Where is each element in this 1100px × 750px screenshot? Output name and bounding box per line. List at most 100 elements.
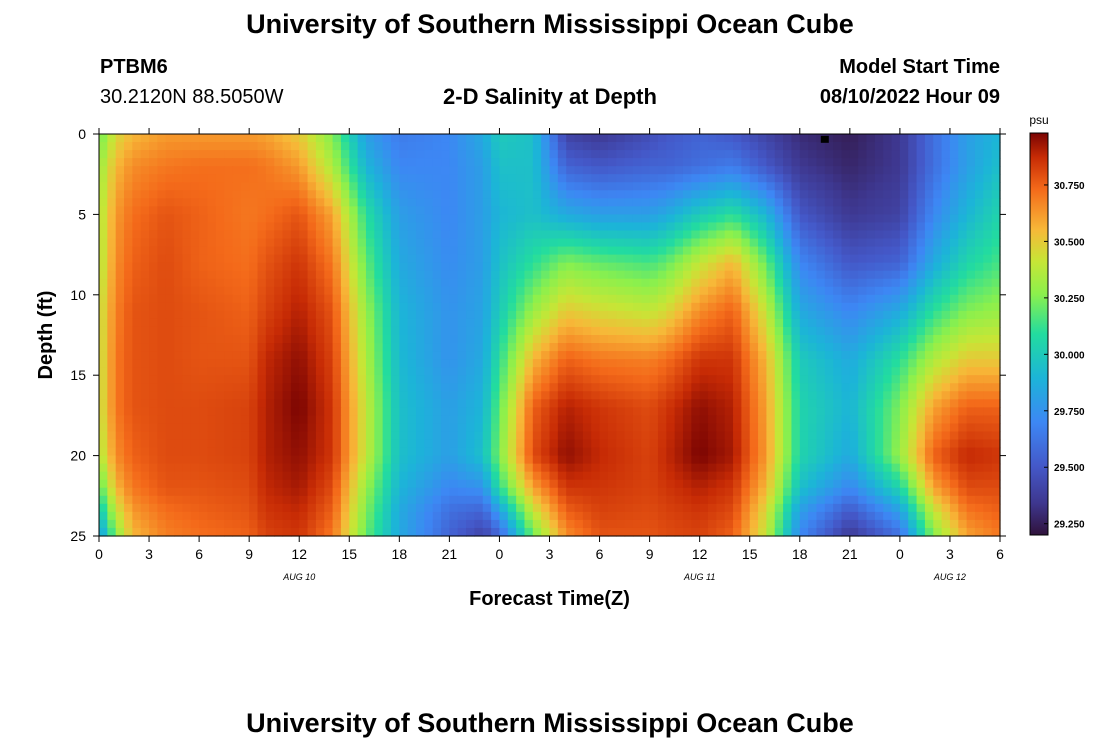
heatmap-cell bbox=[657, 431, 667, 441]
heatmap-cell bbox=[374, 447, 384, 457]
heatmap-cell bbox=[649, 447, 659, 457]
heatmap-cell bbox=[165, 150, 175, 159]
heatmap-cell bbox=[883, 407, 893, 416]
heatmap-cell bbox=[566, 238, 576, 248]
heatmap-cell bbox=[899, 367, 909, 376]
heatmap-cell bbox=[741, 150, 751, 159]
heatmap-cell bbox=[883, 134, 893, 143]
heatmap-cell bbox=[424, 166, 434, 175]
heatmap-cell bbox=[249, 278, 259, 288]
heatmap-cell bbox=[949, 439, 959, 449]
heatmap-cell bbox=[616, 351, 626, 360]
heatmap-cell bbox=[858, 335, 868, 344]
heatmap-cell bbox=[949, 190, 959, 199]
heatmap-cell bbox=[724, 214, 734, 224]
heatmap-cell bbox=[207, 310, 217, 320]
heatmap-cell bbox=[115, 310, 125, 320]
heatmap-cell bbox=[524, 431, 534, 441]
heatmap-cell bbox=[749, 198, 759, 207]
heatmap-cell bbox=[966, 246, 976, 256]
heatmap-cell bbox=[716, 407, 726, 416]
heatmap-cell bbox=[674, 134, 684, 143]
heatmap-cell bbox=[516, 431, 526, 441]
heatmap-cell bbox=[416, 142, 425, 151]
heatmap-cell bbox=[649, 150, 659, 159]
heatmap-cell bbox=[849, 479, 859, 489]
heatmap-cell bbox=[516, 182, 526, 191]
heatmap-cell bbox=[674, 222, 684, 232]
heatmap-cell bbox=[816, 142, 826, 151]
heatmap-cell bbox=[566, 383, 576, 392]
heatmap-cell bbox=[232, 158, 242, 167]
heatmap-cell bbox=[140, 214, 150, 224]
heatmap-cell bbox=[315, 278, 325, 288]
heatmap-cell bbox=[199, 351, 209, 360]
heatmap-cell bbox=[299, 190, 309, 199]
heatmap-cell bbox=[249, 246, 259, 256]
heatmap-cell bbox=[524, 495, 534, 505]
heatmap-cell bbox=[541, 318, 551, 328]
heatmap-cell bbox=[983, 166, 993, 175]
heatmap-cell bbox=[107, 150, 117, 159]
heatmap-cell bbox=[140, 294, 150, 304]
heatmap-cell bbox=[749, 190, 759, 199]
heatmap-cell bbox=[649, 262, 659, 272]
heatmap-cell bbox=[808, 174, 818, 183]
heatmap-cell bbox=[207, 166, 217, 175]
heatmap-cell bbox=[132, 407, 142, 416]
heatmap-cell bbox=[616, 246, 626, 256]
heatmap-cell bbox=[566, 367, 576, 376]
heatmap-cell bbox=[791, 286, 801, 296]
heatmap-cell bbox=[549, 294, 559, 304]
heatmap-cell bbox=[808, 198, 818, 207]
heatmap-cell bbox=[883, 230, 893, 240]
heatmap-cell bbox=[432, 254, 442, 264]
heatmap-cell bbox=[657, 286, 667, 296]
heatmap-cell bbox=[849, 471, 859, 481]
heatmap-cell bbox=[132, 318, 142, 328]
heatmap-cell bbox=[315, 335, 325, 344]
heatmap-cell bbox=[382, 262, 392, 272]
heatmap-cell bbox=[824, 198, 834, 207]
heatmap-cell bbox=[257, 190, 267, 199]
heatmap-cell bbox=[657, 158, 667, 167]
heatmap-cell bbox=[758, 174, 767, 183]
heatmap-cell bbox=[958, 375, 968, 384]
heatmap-cell bbox=[866, 367, 876, 376]
heatmap-cell bbox=[858, 174, 868, 183]
heatmap-cell bbox=[541, 238, 551, 248]
heatmap-cell bbox=[724, 351, 734, 360]
heatmap-cell bbox=[140, 335, 150, 344]
heatmap-cell bbox=[549, 479, 559, 489]
heatmap-cell bbox=[941, 455, 951, 465]
heatmap-cell bbox=[474, 407, 484, 416]
heatmap-cell bbox=[124, 174, 133, 183]
heatmap-cell bbox=[407, 222, 417, 232]
heatmap-cell bbox=[841, 310, 851, 320]
heatmap-cell bbox=[507, 142, 517, 151]
heatmap-cell bbox=[599, 134, 609, 143]
heatmap-cell bbox=[733, 383, 742, 392]
heatmap-cell bbox=[190, 375, 200, 384]
heatmap-cell bbox=[616, 142, 626, 151]
heatmap-cell bbox=[699, 294, 709, 304]
heatmap-cell bbox=[132, 375, 142, 384]
heatmap-cell bbox=[224, 302, 234, 312]
heatmap-cell bbox=[432, 391, 442, 400]
heatmap-cell bbox=[791, 198, 801, 207]
heatmap-cell bbox=[858, 399, 868, 408]
heatmap-cell bbox=[699, 455, 709, 465]
heatmap-cell bbox=[299, 335, 309, 344]
heatmap-cell bbox=[432, 270, 442, 280]
heatmap-cell bbox=[624, 158, 634, 167]
heatmap-cell bbox=[908, 262, 918, 272]
heatmap-cell bbox=[499, 407, 509, 416]
heatmap-cell bbox=[532, 399, 542, 408]
heatmap-cell bbox=[207, 246, 217, 256]
heatmap-cell bbox=[474, 230, 484, 240]
heatmap-cell bbox=[332, 302, 342, 312]
heatmap-cell bbox=[399, 286, 409, 296]
heatmap-cell bbox=[974, 455, 984, 465]
heatmap-cell bbox=[582, 431, 592, 441]
heatmap-cell bbox=[699, 302, 709, 312]
